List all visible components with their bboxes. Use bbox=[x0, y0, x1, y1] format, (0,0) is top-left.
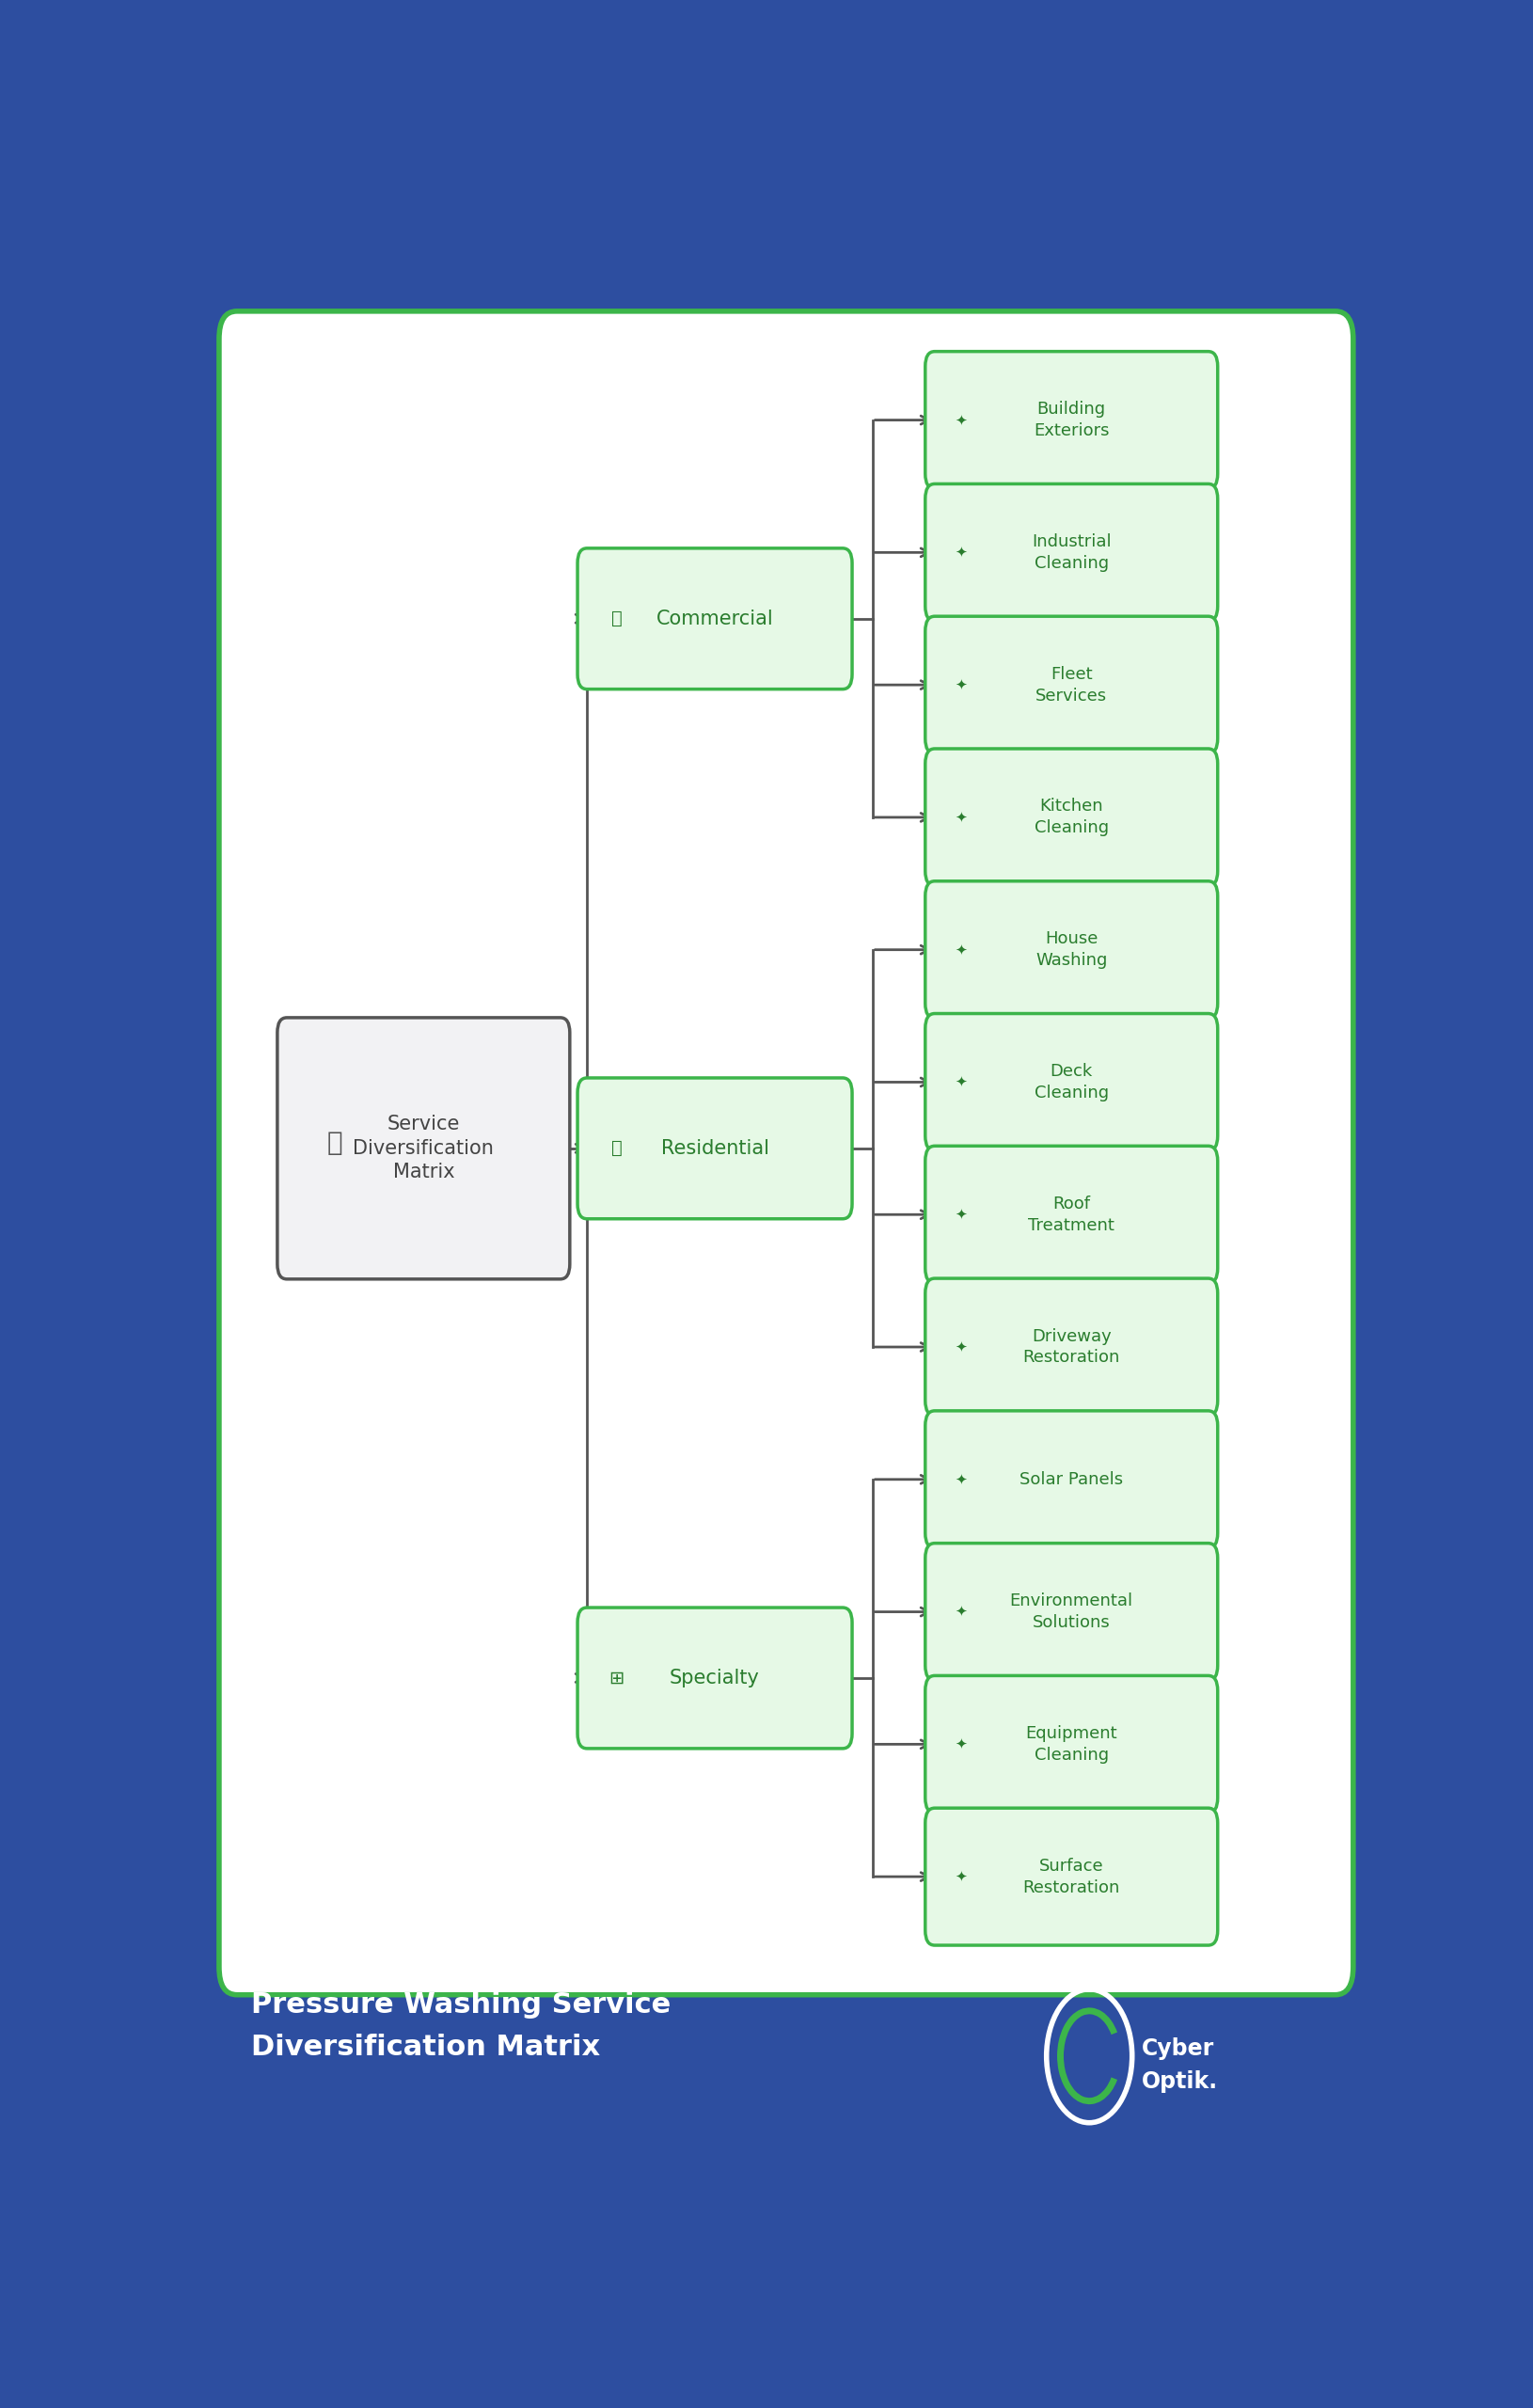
Text: Pressure Washing Service
Diversification Matrix: Pressure Washing Service Diversification… bbox=[251, 1991, 670, 2061]
Text: ⛓: ⛓ bbox=[327, 1129, 342, 1156]
Text: Surface
Restoration: Surface Restoration bbox=[1023, 1857, 1119, 1895]
Text: ✦: ✦ bbox=[955, 1339, 966, 1353]
Text: Kitchen
Cleaning: Kitchen Cleaning bbox=[1033, 797, 1108, 836]
Text: Industrial
Cleaning: Industrial Cleaning bbox=[1032, 532, 1110, 571]
Text: ✦: ✦ bbox=[955, 547, 966, 559]
Text: Environmental
Solutions: Environmental Solutions bbox=[1009, 1592, 1133, 1630]
Text: Commercial: Commercial bbox=[656, 609, 773, 628]
Text: Fleet
Services: Fleet Services bbox=[1035, 665, 1107, 703]
FancyBboxPatch shape bbox=[576, 1079, 852, 1218]
FancyBboxPatch shape bbox=[924, 1676, 1217, 1813]
Text: Deck
Cleaning: Deck Cleaning bbox=[1033, 1062, 1108, 1100]
FancyBboxPatch shape bbox=[924, 1146, 1217, 1283]
Bar bbox=[192, 1970, 1380, 2143]
Text: Driveway
Restoration: Driveway Restoration bbox=[1023, 1327, 1119, 1365]
FancyBboxPatch shape bbox=[924, 881, 1217, 1019]
FancyBboxPatch shape bbox=[924, 1014, 1217, 1151]
Text: Specialty: Specialty bbox=[670, 1669, 759, 1688]
FancyBboxPatch shape bbox=[924, 749, 1217, 886]
Text: 🏛: 🏛 bbox=[610, 609, 622, 628]
Text: ✦: ✦ bbox=[955, 414, 966, 426]
Text: Solar Panels: Solar Panels bbox=[1019, 1471, 1122, 1488]
Text: ⊞: ⊞ bbox=[609, 1669, 624, 1688]
Text: ✦: ✦ bbox=[955, 809, 966, 824]
Text: Cyber: Cyber bbox=[1141, 2037, 1214, 2059]
FancyBboxPatch shape bbox=[924, 484, 1217, 621]
Text: ✦: ✦ bbox=[955, 1471, 966, 1486]
Text: Building
Exteriors: Building Exteriors bbox=[1033, 400, 1108, 438]
Text: ✦: ✦ bbox=[955, 1869, 966, 1883]
Text: Roof
Treatment: Roof Treatment bbox=[1027, 1194, 1114, 1233]
Text: ✦: ✦ bbox=[955, 1736, 966, 1751]
FancyBboxPatch shape bbox=[924, 1808, 1217, 1946]
Text: House
Washing: House Washing bbox=[1035, 929, 1107, 968]
Text: ✦: ✦ bbox=[955, 1604, 966, 1618]
FancyBboxPatch shape bbox=[576, 1609, 852, 1748]
FancyBboxPatch shape bbox=[924, 1544, 1217, 1681]
Text: Service
Diversification
Matrix: Service Diversification Matrix bbox=[353, 1115, 494, 1182]
Text: Equipment
Cleaning: Equipment Cleaning bbox=[1026, 1724, 1116, 1763]
FancyBboxPatch shape bbox=[219, 311, 1352, 1994]
Text: Residential: Residential bbox=[661, 1139, 768, 1158]
FancyBboxPatch shape bbox=[576, 549, 852, 689]
Text: ✦: ✦ bbox=[955, 677, 966, 691]
Text: ✦: ✦ bbox=[955, 1074, 966, 1088]
FancyBboxPatch shape bbox=[277, 1019, 569, 1279]
Text: ✦: ✦ bbox=[955, 1206, 966, 1221]
Text: 🏘: 🏘 bbox=[610, 1139, 622, 1158]
FancyBboxPatch shape bbox=[924, 352, 1217, 489]
Text: Optik.: Optik. bbox=[1141, 2071, 1217, 2093]
Text: ✦: ✦ bbox=[955, 942, 966, 956]
FancyBboxPatch shape bbox=[924, 616, 1217, 754]
FancyBboxPatch shape bbox=[924, 1411, 1217, 1548]
FancyBboxPatch shape bbox=[924, 1279, 1217, 1416]
